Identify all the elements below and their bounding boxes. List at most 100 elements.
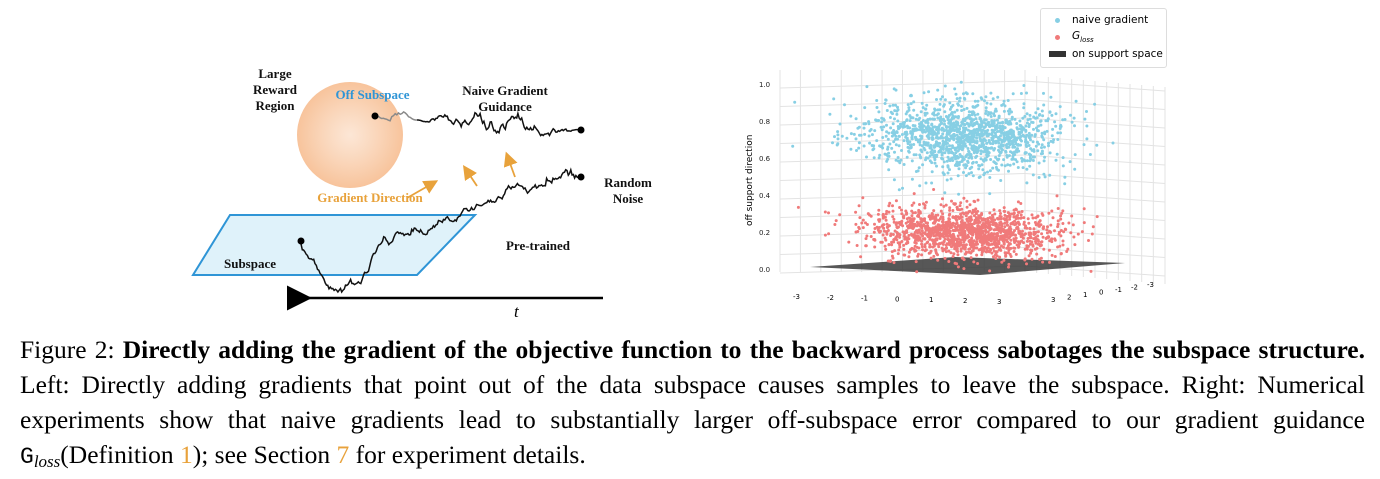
scatter-point-gloss [1016, 200, 1020, 204]
scatter-point-naive [962, 92, 965, 96]
scatter-point-naive [983, 131, 987, 135]
scatter-point-gloss [970, 236, 974, 240]
scatter-point-naive [1008, 163, 1012, 167]
scatter-point-naive [1036, 149, 1040, 153]
scatter-point-naive [929, 127, 933, 131]
scatter-point-gloss [864, 237, 868, 241]
scatter-point-gloss [1022, 233, 1026, 237]
scatter-point-gloss [922, 223, 926, 227]
scatter-point-gloss [902, 247, 906, 251]
scatter-point-naive [970, 120, 974, 123]
scatter-point-naive [965, 92, 969, 96]
scatter-point-gloss [894, 199, 898, 203]
scatter-point-naive [982, 173, 986, 177]
scatter-point-gloss [968, 209, 972, 213]
scatter-point-naive [960, 104, 963, 108]
scatter-point-gloss [980, 226, 984, 230]
scatter-point-gloss [936, 258, 940, 262]
scatter-point-naive [970, 171, 973, 175]
scatter-point-gloss [884, 218, 888, 222]
scatter-point-naive [941, 95, 944, 99]
scatter-point-gloss [956, 250, 960, 253]
scatter-point-gloss [1063, 227, 1067, 231]
scatter-point-gloss [1030, 248, 1034, 252]
scatter-point-naive [1020, 139, 1023, 143]
definition-link[interactable]: 1 [179, 440, 193, 469]
scatter-point-gloss [991, 246, 995, 250]
scatter-point-naive [884, 98, 888, 102]
scatter-point-gloss [962, 196, 966, 200]
endpoint-naive [577, 126, 585, 134]
scatter-point-naive [897, 134, 901, 138]
scatter-point-gloss [933, 221, 936, 225]
scatter-point-gloss [917, 215, 921, 218]
scatter-point-gloss [1059, 229, 1063, 232]
scatter-point-gloss [1012, 250, 1016, 253]
scatter-point-naive [964, 154, 968, 158]
scatter-point-naive [1002, 158, 1006, 162]
scatter-point-gloss [923, 243, 927, 247]
scatter-point-naive [971, 112, 975, 115]
scatter-point-naive [948, 101, 952, 105]
scatter-point-gloss [941, 220, 945, 224]
scatter-point-naive [934, 142, 938, 146]
scatter-point-naive [966, 137, 969, 141]
scatter-point-naive [962, 157, 966, 161]
endpoint-random-noise [577, 173, 585, 181]
scatter-point-naive [969, 137, 973, 141]
scatter-point-gloss [972, 260, 976, 264]
scatter-point-naive [909, 102, 913, 106]
scatter-point-naive [960, 120, 964, 124]
scatter-point-naive [993, 119, 996, 123]
scatter-point-naive [1010, 115, 1014, 119]
scatter-point-naive [1049, 139, 1053, 143]
scatter-point-naive [833, 135, 836, 139]
scatter-point-naive [928, 159, 932, 163]
scatter-point-naive [962, 163, 966, 167]
scatter-point-gloss [923, 204, 927, 207]
scatter-point-gloss [1006, 251, 1010, 255]
scatter-point-naive [877, 110, 881, 114]
scatter-point-gloss [919, 220, 923, 224]
scatter-point-naive [885, 130, 889, 134]
scatter-point-naive [923, 148, 927, 152]
scatter-point-gloss [1037, 220, 1041, 224]
section-link[interactable]: 7 [336, 440, 350, 469]
scatter-point-gloss [994, 228, 998, 232]
scatter-point-naive [1022, 84, 1026, 87]
scatter-point-naive [936, 116, 940, 120]
scatter-point-naive [925, 103, 929, 107]
scatter-point-naive [950, 136, 954, 140]
scatter-point-naive [1015, 122, 1019, 125]
scatter-point-naive [973, 113, 977, 117]
scatter-point-naive [1073, 124, 1076, 128]
scatter-point-naive [1026, 118, 1030, 122]
scatter-point-gloss [913, 211, 917, 215]
scatter-point-naive [888, 116, 892, 119]
scatter-point-gloss [947, 230, 950, 234]
scatter-point-naive [948, 144, 952, 148]
scatter-point-naive [1068, 160, 1072, 164]
scatter-point-naive [978, 132, 982, 136]
scatter-point-gloss [1034, 230, 1038, 234]
scatter-point-naive [1034, 111, 1038, 115]
scatter-point-naive [945, 136, 949, 140]
scatter-point-gloss [1029, 251, 1033, 255]
scatter-point-naive [989, 111, 993, 115]
scatter-point-gloss [926, 221, 929, 225]
scatter-point-naive [990, 123, 994, 127]
scatter-point-gloss [920, 242, 924, 246]
scatter-point-gloss [1026, 237, 1030, 240]
scatter-point-gloss [913, 222, 917, 226]
scatter-point-gloss [877, 226, 881, 229]
scatter-point-naive [965, 106, 969, 110]
scatter-point-gloss [998, 214, 1002, 218]
scatter-point-naive [1042, 172, 1046, 176]
y-axis-label: off support direction [745, 134, 755, 226]
scatter-point-naive [958, 99, 961, 103]
scatter-point-naive [1093, 102, 1097, 106]
scatter-point-naive [1019, 143, 1022, 147]
scatter-point-naive [1045, 129, 1049, 133]
g-subscript: loss [33, 452, 61, 471]
left-diagram: Large Reward Region Off Subspace Naive G… [185, 60, 665, 322]
